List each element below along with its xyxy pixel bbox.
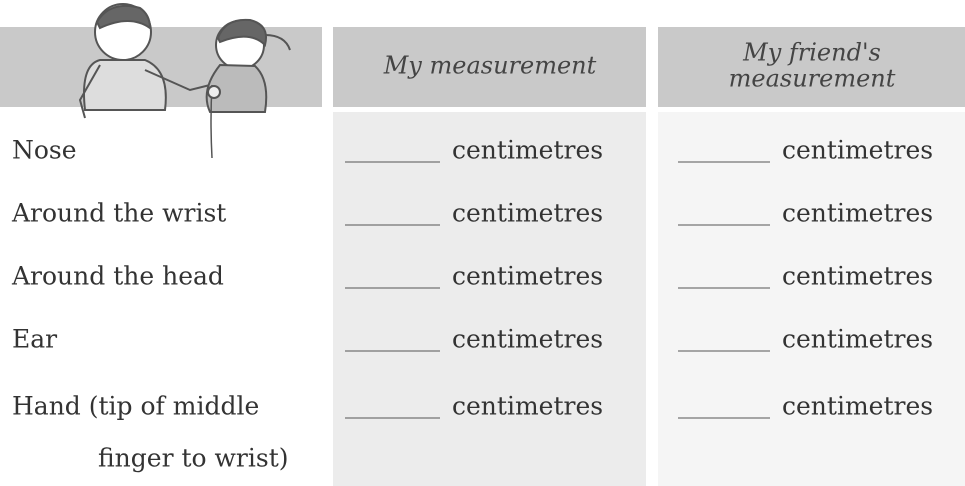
row-label: Nose	[12, 136, 77, 165]
column-header: My friend's	[742, 39, 881, 67]
column-shade	[333, 112, 646, 486]
row-label: Around the wrist	[11, 199, 226, 228]
unit-label: centimetres	[452, 392, 603, 421]
unit-label: centimetres	[782, 199, 933, 228]
header-cell	[658, 27, 965, 107]
unit-label: centimetres	[782, 325, 933, 354]
unit-label: centimetres	[452, 136, 603, 165]
column-header: My measurement	[383, 52, 597, 80]
unit-label: centimetres	[452, 325, 603, 354]
unit-label: centimetres	[782, 392, 933, 421]
column-header: measurement	[729, 65, 896, 93]
row-label: Ear	[12, 325, 57, 354]
unit-label: centimetres	[782, 136, 933, 165]
row-label: Hand (tip of middle	[12, 392, 259, 421]
unit-label: centimetres	[452, 199, 603, 228]
row-label: finger to wrist)	[98, 444, 289, 473]
illustration	[78, 3, 291, 159]
header-cell	[333, 27, 646, 107]
row-label: Around the head	[11, 262, 224, 291]
unit-label: centimetres	[782, 262, 933, 291]
unit-label: centimetres	[452, 262, 603, 291]
column-shade	[658, 112, 965, 486]
